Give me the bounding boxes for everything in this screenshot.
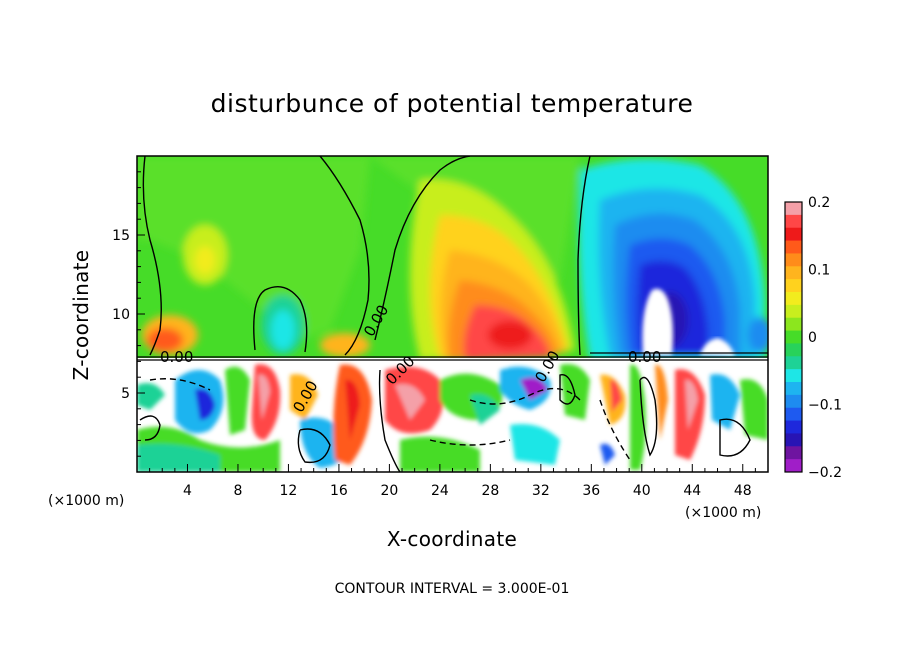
x-axis: 4 8 12 16 20 24 28 32 36 40 44 48 <box>149 464 756 499</box>
x-tick-label: 24 <box>431 483 449 499</box>
x-tick-label: 16 <box>330 483 348 499</box>
contour-line-mid <box>319 156 370 356</box>
colorbar-swatch <box>785 394 802 409</box>
colorbar-swatch <box>785 292 802 306</box>
contour-line-inversion <box>137 352 768 361</box>
cold-core-right <box>700 338 735 356</box>
cold-core-left <box>642 288 673 355</box>
x-unit-label-right: (×1000 m) <box>685 505 761 521</box>
colorbar-swatch <box>785 407 802 422</box>
x-tick-label: 20 <box>380 483 398 499</box>
colorbar-swatch <box>785 304 802 319</box>
x-tick-label: 40 <box>633 483 651 499</box>
plot-area: 0.00 0.00 0.00 0.00 0.00 0.00 <box>137 156 768 472</box>
contour-line-dashed-3 <box>599 399 631 461</box>
contour-lines <box>137 156 768 472</box>
contour-line-dashed-1 <box>469 387 581 405</box>
contour-line-left <box>142 156 162 356</box>
y-axis: 5 10 15 <box>112 171 145 457</box>
colorbar-swatch <box>785 227 802 242</box>
contour-line-plume-right <box>577 156 591 356</box>
colorbar-swatch <box>785 382 802 396</box>
colorbar-swatch <box>785 343 802 357</box>
contour-line-dashed-4 <box>429 439 511 446</box>
colorbar-swatch <box>785 214 802 229</box>
colorbar-swatch <box>785 202 802 216</box>
colorbar-swatch <box>785 266 802 280</box>
colorbar-swatch <box>785 446 802 460</box>
colorbar-swatch <box>785 369 802 383</box>
contour-line-plume-left <box>374 156 471 341</box>
contour-interval-note: CONTOUR INTERVAL = 3.000E-01 <box>335 581 570 597</box>
colorbar-swatch <box>785 459 802 473</box>
x-unit-label: (×1000 m) <box>48 493 124 509</box>
x-tick-label: 4 <box>183 483 192 499</box>
colorbar-swatch <box>785 356 802 370</box>
lower-field <box>137 358 768 472</box>
contour-line-low-5 <box>719 418 751 457</box>
colorbar: 0.2 0.1 0 −0.1 −0.2 <box>784 195 842 481</box>
y-tick-label: 10 <box>112 307 130 323</box>
colorbar-tick-label: 0.2 <box>808 195 830 211</box>
contour-label: 0.00 <box>160 348 193 366</box>
colorbar-tick-label: 0 <box>808 330 817 346</box>
colorbar-swatch <box>785 433 802 447</box>
contour-line-bubble <box>253 286 308 353</box>
x-tick-label: 44 <box>683 483 701 499</box>
contour-line-low-4 <box>559 373 576 405</box>
x-tick-label: 32 <box>532 483 550 499</box>
y-tick-label: 15 <box>112 228 130 244</box>
colorbar-tick-label: 0.1 <box>808 263 830 279</box>
colorbar-frame <box>784 201 803 473</box>
y-axis-label: Z-coordinate <box>69 250 93 381</box>
chart-title: disturbunce of potential temperature <box>211 89 694 118</box>
contour-line-low-2 <box>297 428 331 464</box>
contour-label: 0.00 <box>628 348 661 366</box>
colorbar-swatch <box>785 420 802 434</box>
colorbar-swatch <box>785 330 802 344</box>
x-tick-label: 48 <box>734 483 752 499</box>
contour-line-dashed-2 <box>149 378 211 391</box>
x-tick-label: 28 <box>481 483 499 499</box>
colorbar-tick-label: −0.2 <box>808 465 842 481</box>
colorbar-swatch <box>785 240 802 254</box>
colorbar-swatch <box>785 279 802 293</box>
x-axis-label: X-coordinate <box>387 527 517 551</box>
y-tick-label: 5 <box>121 386 130 402</box>
x-tick-label: 12 <box>280 483 298 499</box>
colorbar-tick-label: −0.1 <box>808 398 842 414</box>
contour-line-low-6 <box>378 369 401 472</box>
colorbar-swatch <box>785 317 802 332</box>
colorbar-swatch <box>785 253 802 267</box>
contour-line-low-1 <box>139 415 161 441</box>
x-tick-label: 36 <box>582 483 600 499</box>
contour-line-low-3 <box>639 376 658 457</box>
x-tick-label: 8 <box>233 483 242 499</box>
